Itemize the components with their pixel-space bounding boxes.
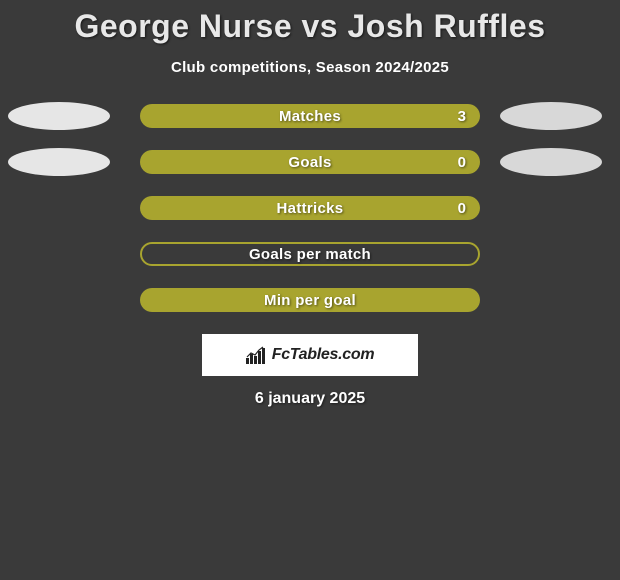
stat-value: 0 [458, 200, 466, 217]
stat-value: 0 [458, 154, 466, 171]
stat-label: Matches [279, 108, 341, 125]
stat-label: Goals per match [249, 246, 371, 263]
left-ellipse [8, 102, 110, 130]
stat-bar: Hattricks 0 [140, 196, 480, 220]
stat-row: Goals 0 [0, 150, 620, 174]
subtitle: Club competitions, Season 2024/2025 [0, 59, 620, 76]
page-title: George Nurse vs Josh Ruffles [0, 8, 620, 45]
stat-bar: Goals 0 [140, 150, 480, 174]
stat-row: Hattricks 0 [0, 196, 620, 220]
stat-rows: Matches 3 Goals 0 Hattricks 0 Goals per match M… [0, 104, 620, 312]
stat-bar: Min per goal [140, 288, 480, 312]
stat-bar: Goals per match [140, 242, 480, 266]
stat-label: Hattricks [277, 200, 344, 217]
date-label: 6 january 2025 [0, 390, 620, 408]
stat-bar: Matches 3 [140, 104, 480, 128]
stat-label: Min per goal [264, 292, 356, 309]
right-ellipse [500, 148, 602, 176]
stat-row: Matches 3 [0, 104, 620, 128]
stat-label: Goals [288, 154, 331, 171]
bar-chart-icon [246, 346, 268, 364]
logo-box: FcTables.com [202, 334, 418, 376]
comparison-infographic: George Nurse vs Josh Ruffles Club compet… [0, 0, 620, 408]
right-ellipse [500, 102, 602, 130]
stat-row: Min per goal [0, 288, 620, 312]
stat-row: Goals per match [0, 242, 620, 266]
stat-value: 3 [458, 108, 466, 125]
left-ellipse [8, 148, 110, 176]
logo-text: FcTables.com [272, 346, 375, 364]
